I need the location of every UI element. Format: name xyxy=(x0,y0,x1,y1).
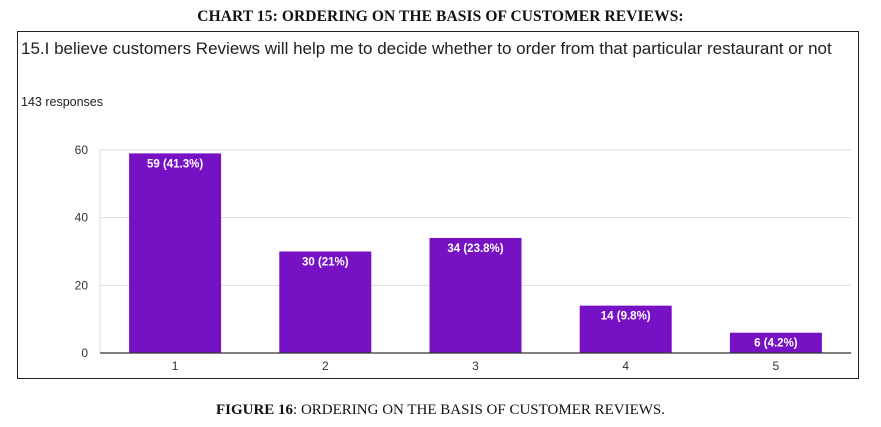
bar-chart: 59 (41.3%) 30 (21%) 34 (23.8%) 14 (9.8%) 6 (… xyxy=(75,143,851,373)
y-tick-label: 40 xyxy=(75,211,89,225)
y-tick-label: 20 xyxy=(75,278,89,292)
bar-4 xyxy=(579,305,672,353)
figure-caption: FIGURE 16: ORDERING ON THE BASIS OF CUST… xyxy=(0,402,881,419)
chart-frame: 15.I believe customers Reviews will help… xyxy=(17,31,859,379)
bar-data-label: 59 (41.3%) xyxy=(147,158,203,170)
figure-caption-text: : ORDERING ON THE BASIS OF CUSTOMER REVI… xyxy=(293,402,666,418)
axes: 0 20 40 60 1 2 3 4 5 xyxy=(75,143,851,373)
y-tick-label: 60 xyxy=(75,143,89,157)
x-tick-label: 3 xyxy=(472,359,479,373)
bar-data-label: 34 (23.8%) xyxy=(447,243,503,255)
x-tick-label: 1 xyxy=(172,359,179,373)
chart-heading: CHART 15: ORDERING ON THE BASIS OF CUSTO… xyxy=(197,8,684,25)
bar-data-label: 6 (4.2%) xyxy=(754,338,798,350)
figure-caption-label: FIGURE 16 xyxy=(215,402,294,418)
bar-data-label: 14 (9.8%) xyxy=(601,311,651,323)
bar-3 xyxy=(429,237,522,353)
y-tick-label: 0 xyxy=(81,346,88,360)
bar-2 xyxy=(279,251,372,353)
bar-data-label: 30 (21%) xyxy=(302,257,349,269)
bar-1 xyxy=(129,153,222,353)
x-tick-label: 4 xyxy=(622,359,629,373)
bars: 59 (41.3%) 30 (21%) 34 (23.8%) 14 (9.8%) 6 (… xyxy=(129,153,822,353)
bar-5 xyxy=(729,332,822,353)
response-count: 143 responses xyxy=(21,95,104,109)
x-tick-label: 2 xyxy=(322,359,329,373)
x-tick-label: 5 xyxy=(773,359,780,373)
question-title: 15.I believe customers Reviews will help… xyxy=(21,39,832,58)
